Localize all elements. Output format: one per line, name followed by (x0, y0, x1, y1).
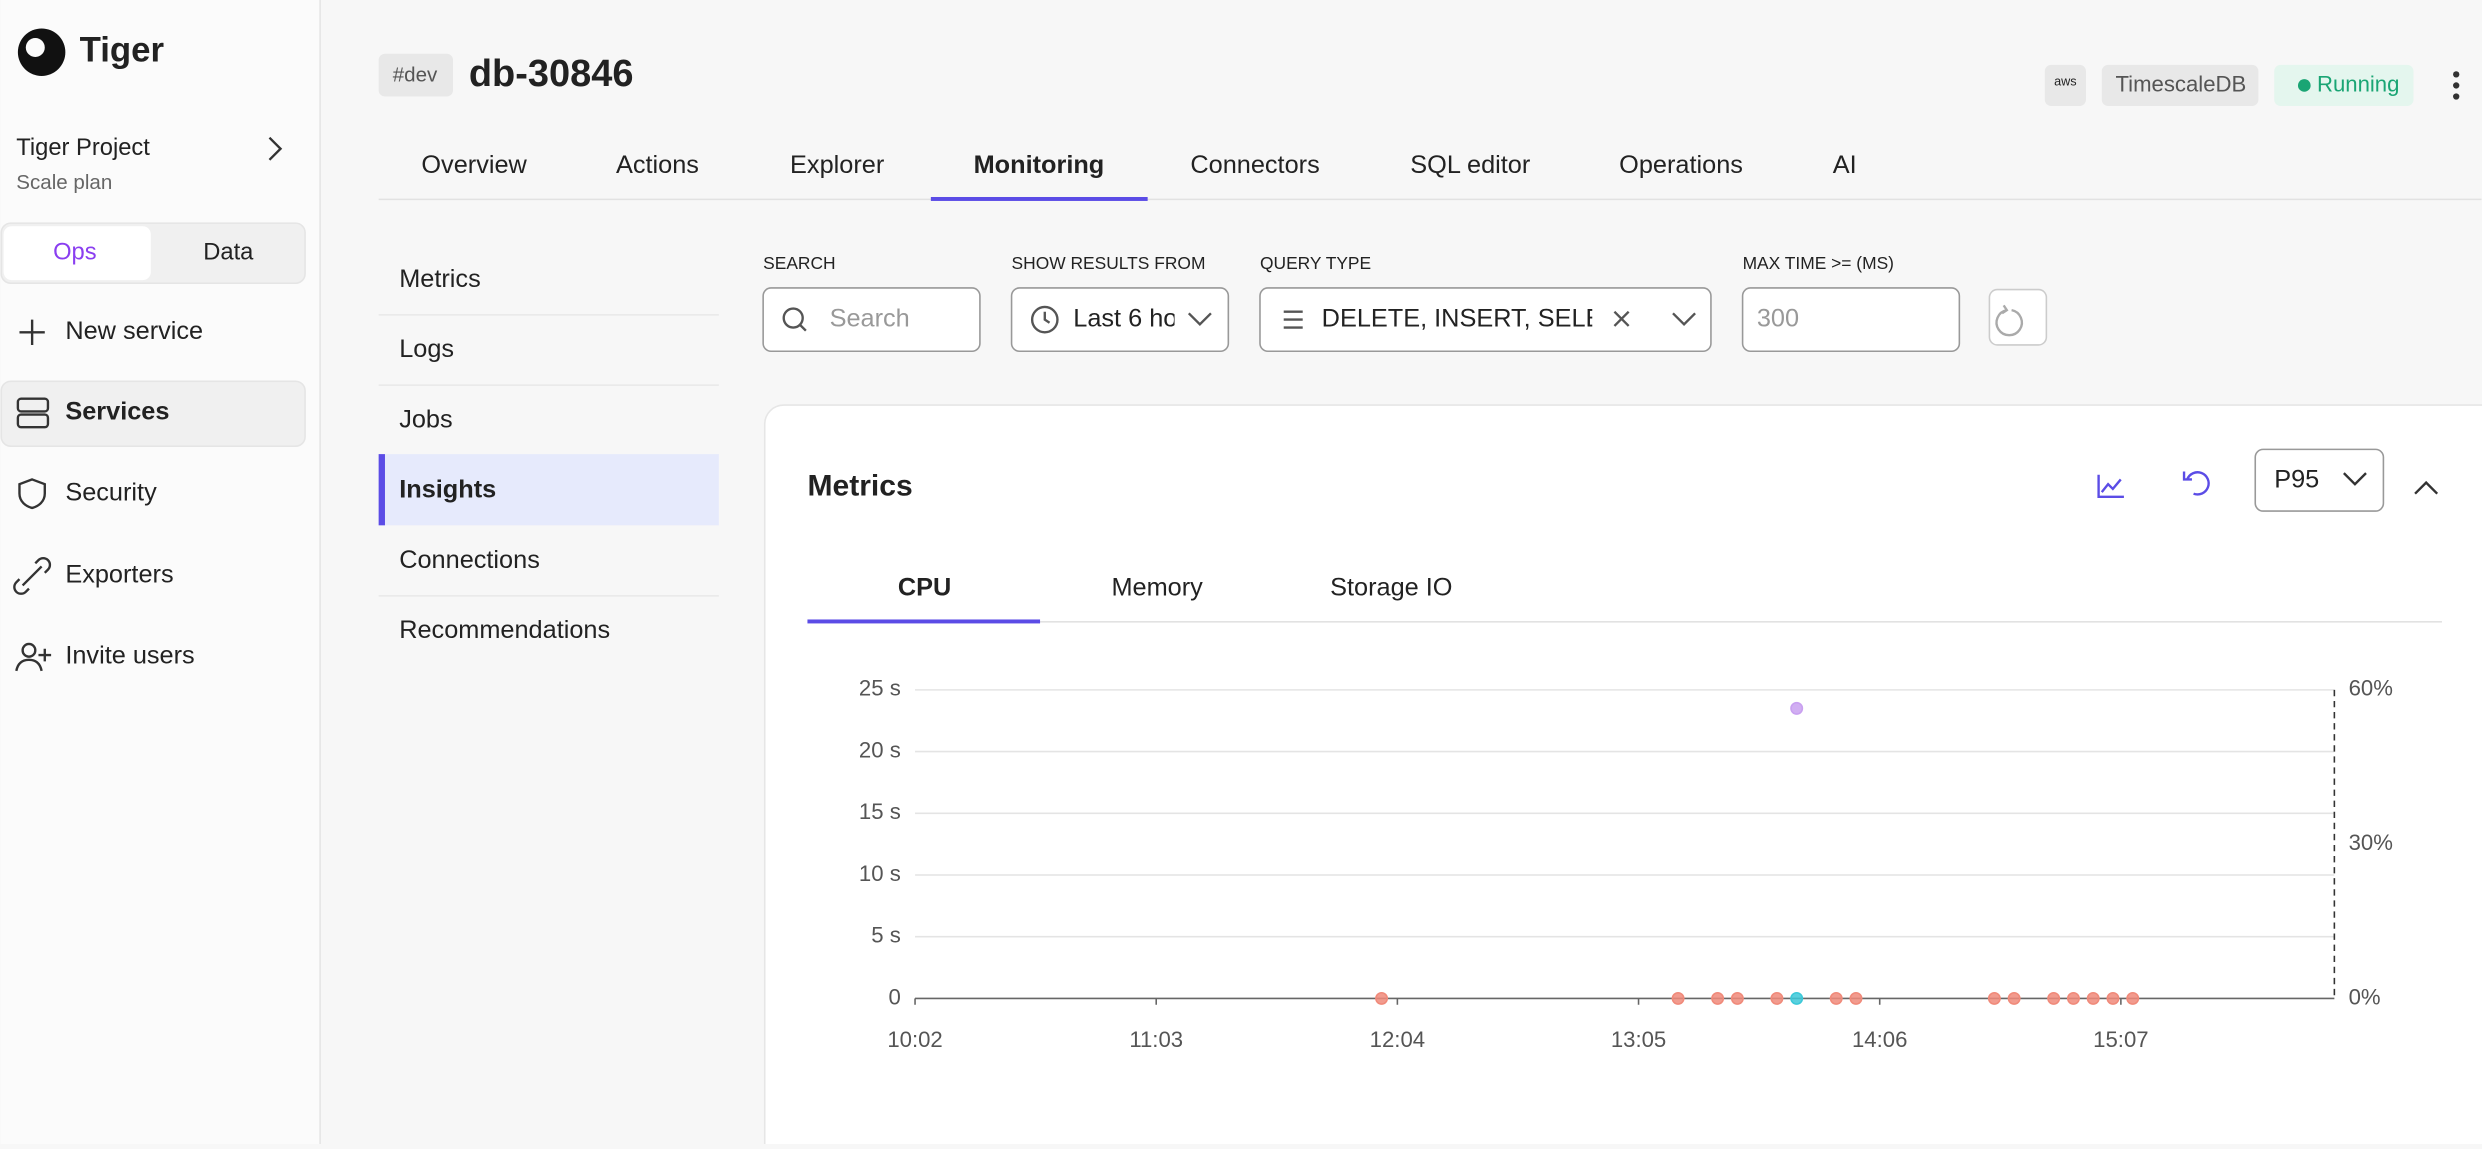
tab[interactable]: AI (1833, 151, 1857, 179)
tab[interactable]: Monitoring (974, 151, 1105, 179)
point[interactable] (1791, 993, 1802, 1004)
placeholder: Search (830, 304, 910, 332)
y-tick-label: 20 s (859, 737, 901, 762)
kebab[interactable] (2453, 71, 2459, 99)
point[interactable] (2068, 993, 2079, 1004)
x-tick-label: 10:02 (887, 1027, 942, 1052)
chart-tab-underline (807, 619, 1040, 623)
subnav-item[interactable]: Connections (399, 546, 540, 574)
type-value: DELETE, INSERT, SELECT (1322, 304, 1636, 332)
subnav-item[interactable]: Recommendations (399, 616, 610, 644)
nav-item[interactable]: Exporters (65, 561, 173, 589)
point[interactable] (2088, 993, 2099, 1004)
point[interactable] (1672, 993, 1683, 1004)
tab[interactable]: Data (203, 239, 254, 265)
chart-tab[interactable]: Memory (1111, 573, 1203, 601)
x-tick-label: 14:06 (1852, 1027, 1907, 1052)
point[interactable] (1712, 993, 1723, 1004)
subnav-item[interactable]: Logs (399, 335, 454, 363)
tab[interactable]: Connectors (1190, 151, 1319, 179)
point[interactable] (1850, 993, 1861, 1004)
filter-label: SEARCH (763, 253, 835, 273)
tab[interactable]: Actions (616, 151, 699, 179)
y-tick-label: 25 s (859, 676, 901, 701)
tab[interactable]: Operations (1619, 151, 1743, 179)
y-tick-label: 5 s (871, 923, 901, 948)
tag: #dev (393, 63, 438, 86)
service-title: db-30846 (469, 53, 634, 95)
engine: TimescaleDB (2115, 71, 2246, 96)
y-tick-label: 15 s (859, 799, 901, 824)
point[interactable] (1732, 993, 1743, 1004)
percentile: P95 (2274, 466, 2319, 494)
subnav-item[interactable]: Metrics (399, 265, 481, 293)
point[interactable] (2127, 993, 2138, 1004)
x-tick-label: 13:05 (1611, 1027, 1666, 1052)
y2-tick-label: 60% (2349, 676, 2393, 701)
point[interactable] (1989, 993, 2000, 1004)
point[interactable] (1771, 993, 1782, 1004)
status: Running (2317, 71, 2399, 96)
x-tick-label: 11:03 (1129, 1027, 1183, 1052)
y-tick-label: 10 s (859, 861, 901, 886)
nav-item[interactable]: Services (65, 398, 169, 426)
subnav-item[interactable]: Insights (399, 476, 496, 504)
placeholder: 300 (1757, 304, 1799, 332)
point[interactable] (2107, 993, 2118, 1004)
point[interactable] (1831, 993, 1842, 1004)
provider: aws (2054, 75, 2076, 89)
point[interactable] (2008, 993, 2019, 1004)
project[interactable]: Tiger Project (16, 135, 150, 161)
point[interactable] (2048, 993, 2059, 1004)
y-tick-label: 0 (888, 984, 900, 1009)
filter-label: MAX TIME >= (MS) (1743, 253, 1894, 273)
chart-tab[interactable]: CPU (898, 573, 951, 601)
chart-tab[interactable]: Storage IO (1330, 573, 1452, 601)
nav-item[interactable]: Security (65, 478, 157, 506)
y2-tick-label: 30% (2349, 830, 2393, 855)
panel-title: Metrics (807, 469, 912, 502)
tab[interactable]: Explorer (790, 151, 884, 179)
x-tick-label: 15:07 (2093, 1027, 2148, 1052)
plan: Scale plan (16, 171, 112, 194)
nav-item[interactable]: New service (65, 317, 203, 345)
filter-label: SHOW RESULTS FROM (1012, 253, 1206, 273)
tab-underline (931, 197, 1148, 201)
tab[interactable]: Ops (53, 239, 97, 265)
point[interactable] (1376, 993, 1387, 1004)
point[interactable] (1791, 703, 1802, 714)
nav-item[interactable]: Invite users (65, 641, 194, 669)
filter-label: QUERY TYPE (1260, 253, 1371, 273)
status-dot (2298, 79, 2311, 92)
subnav-item[interactable]: Jobs (399, 405, 452, 433)
subnav-bar (379, 454, 385, 525)
tab[interactable]: SQL editor (1410, 151, 1530, 179)
tab[interactable]: Overview (421, 151, 527, 179)
y2-tick-label: 0% (2349, 984, 2381, 1009)
logo (26, 38, 45, 57)
brand: Tiger (80, 30, 165, 69)
x-tick-label: 12:04 (1370, 1027, 1425, 1052)
